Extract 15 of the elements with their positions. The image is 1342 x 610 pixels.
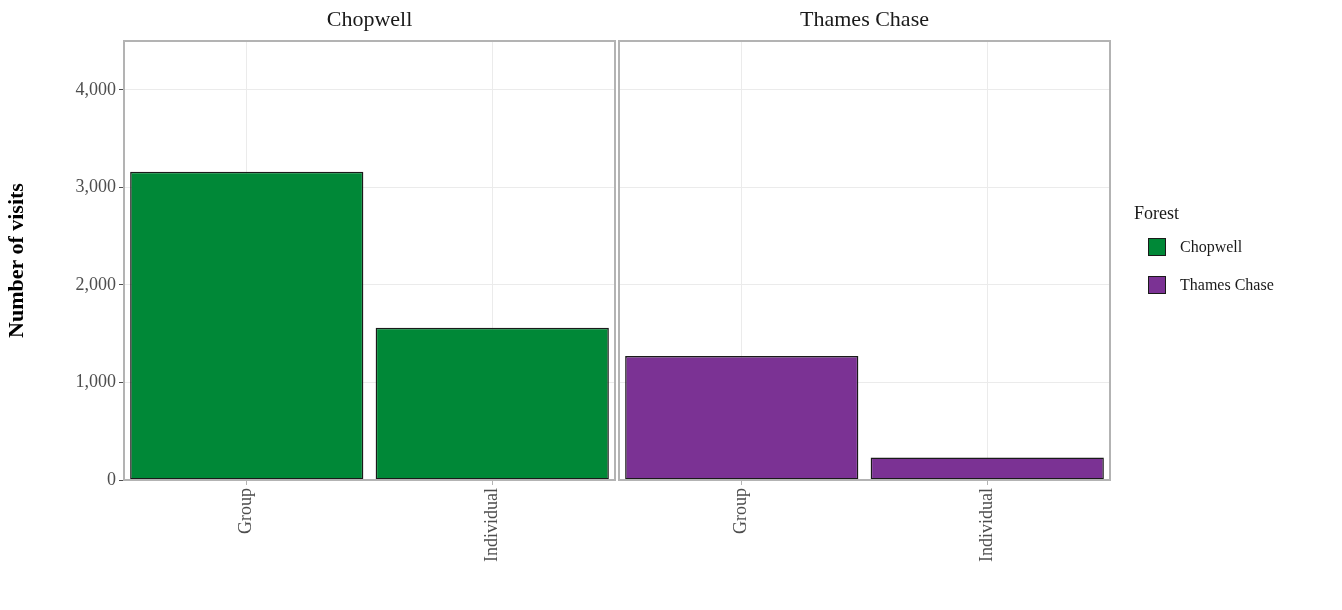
legend-label: Chopwell xyxy=(1180,238,1243,256)
legend-title: Forest xyxy=(1134,203,1180,224)
x-tick-label: Individual xyxy=(480,488,501,562)
x-tick-label: Individual xyxy=(975,488,996,562)
y-tick-label: 3,000 xyxy=(75,176,116,197)
legend-label: Thames Chase xyxy=(1180,276,1274,294)
y-tick-label: 4,000 xyxy=(75,78,116,99)
y-tick-label: 1,000 xyxy=(75,371,116,392)
chart-title: Thames Chase xyxy=(800,6,929,32)
y-axis-title: Number of visits xyxy=(2,182,28,338)
y-tick-label: 2,000 xyxy=(75,273,116,294)
x-tick-label: Group xyxy=(235,488,256,534)
chart-title: Chopwell xyxy=(326,6,413,32)
y-tick-label: 0 xyxy=(107,468,116,489)
x-tick-label: Group xyxy=(730,488,751,534)
